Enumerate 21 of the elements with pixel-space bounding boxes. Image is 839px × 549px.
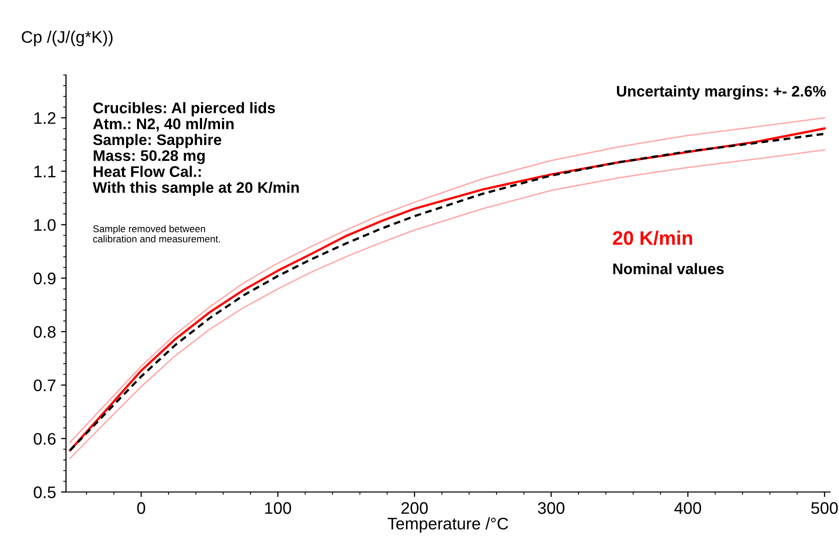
text: Nominal values <box>613 263 724 274</box>
y-tick-label: 0.7 <box>34 379 56 392</box>
y-tick-label: 1.0 <box>34 219 56 231</box>
annotation: Sample removed between calibration and measurement. <box>93 225 220 242</box>
annotation: Crucibles: Al pierced lids Atm.: N2, 40 ml/min Sample: Sapphire Mass: 50.28 mg Heat Flow Cal.: With this sample at 20 K/min <box>92 102 299 196</box>
y-tick-label: 0.9 <box>34 272 56 284</box>
y-tick-label: 1.1 <box>34 166 56 178</box>
x-tick-label: 500 <box>811 502 838 514</box>
x-tick-label: 300 <box>538 502 564 514</box>
x-tick-label: 100 <box>265 502 292 514</box>
x-tick-label: 400 <box>674 502 702 514</box>
x-tick-label: 200 <box>401 502 428 514</box>
text: 20 K/min <box>612 230 692 246</box>
y-tick-label: 0.5 <box>34 486 56 498</box>
y-tick-label: 1.2 <box>34 112 56 124</box>
y-tick-label: 0.8 <box>34 326 56 338</box>
annotation: Uncertainty margins: +- 2.6% <box>616 85 826 100</box>
x-tick-label: 0 <box>137 502 146 514</box>
x-axis-title: Temperature /°C <box>388 517 508 533</box>
y-tick-label: 0.6 <box>34 432 56 445</box>
y-axis-title: Cp /(J/(g*K)) <box>22 30 113 46</box>
